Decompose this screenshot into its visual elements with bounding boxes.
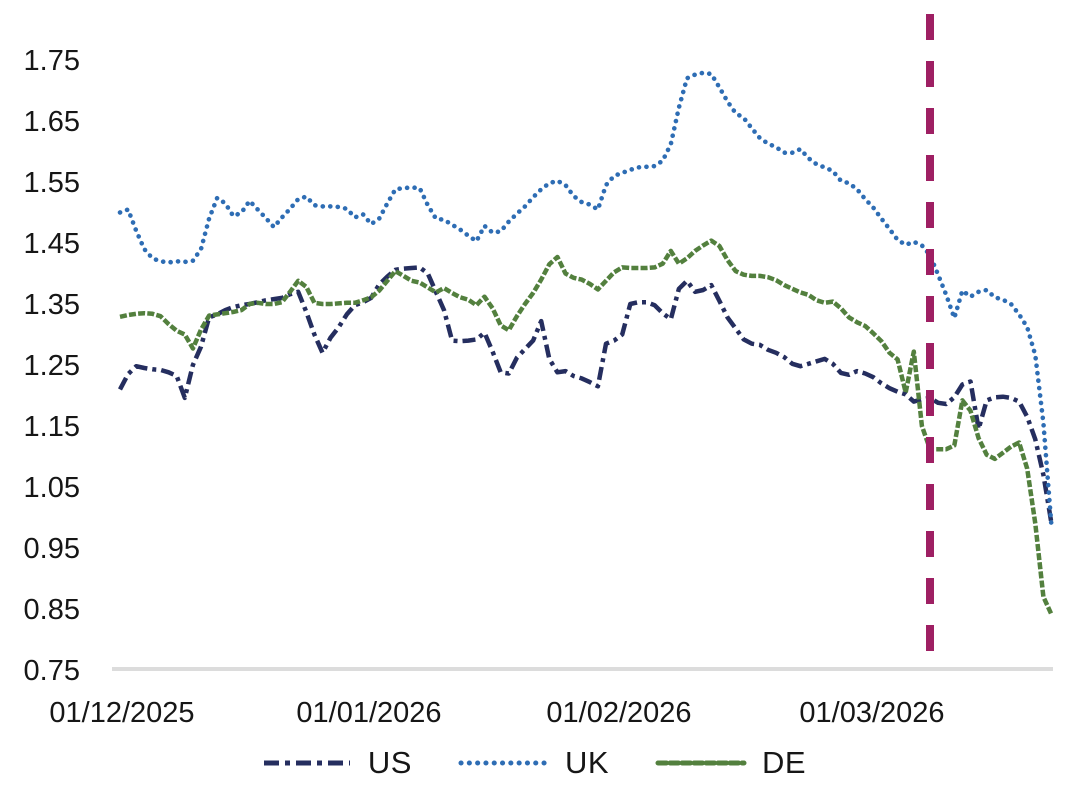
- legend: US UK DE: [0, 745, 1067, 781]
- y-tick-label: 1.25: [24, 350, 80, 382]
- uk-line-sample: [458, 760, 550, 766]
- x-tick-label: 01/01/2026: [296, 697, 441, 729]
- y-tick-label: 1.45: [24, 228, 80, 260]
- y-tick-label: 1.65: [24, 106, 80, 138]
- y-tick-label: 1.05: [24, 472, 80, 504]
- y-tick-label: 1.75: [24, 45, 80, 77]
- y-tick-label: 1.55: [24, 167, 80, 199]
- x-tick-label: 01/02/2026: [546, 697, 691, 729]
- legend-item-de: DE: [655, 745, 806, 781]
- x-axis-labels: 01/12/2025 01/01/2026 01/02/2026 01/03/2026: [49, 697, 944, 729]
- series-lines: [117, 70, 1054, 616]
- series-line-uk: [117, 70, 1054, 529]
- y-tick-label: 0.75: [24, 655, 80, 687]
- legend-label-de: DE: [762, 745, 807, 780]
- legend-label-uk: UK: [564, 745, 610, 780]
- legend-item-us: US: [261, 745, 412, 781]
- legend-item-uk: UK: [458, 745, 609, 781]
- y-tick-label: 1.15: [24, 411, 80, 443]
- us-line-sample: [263, 760, 350, 766]
- series-line-us: [118, 265, 1054, 524]
- y-tick-label: 0.95: [24, 533, 80, 565]
- legend-label-us: US: [367, 745, 412, 780]
- series-line-de: [119, 238, 1054, 616]
- de-line-sample: [655, 760, 747, 766]
- y-tick-label: 1.35: [24, 289, 80, 321]
- x-tick-label: 01/12/2025: [49, 697, 194, 729]
- y-tick-label: 0.85: [24, 594, 80, 626]
- y-axis-labels: 1.75 1.65 1.55 1.45 1.35 1.25 1.15 1.05 0.95 0.85…: [24, 45, 80, 687]
- x-tick-label: 01/03/2026: [799, 697, 944, 729]
